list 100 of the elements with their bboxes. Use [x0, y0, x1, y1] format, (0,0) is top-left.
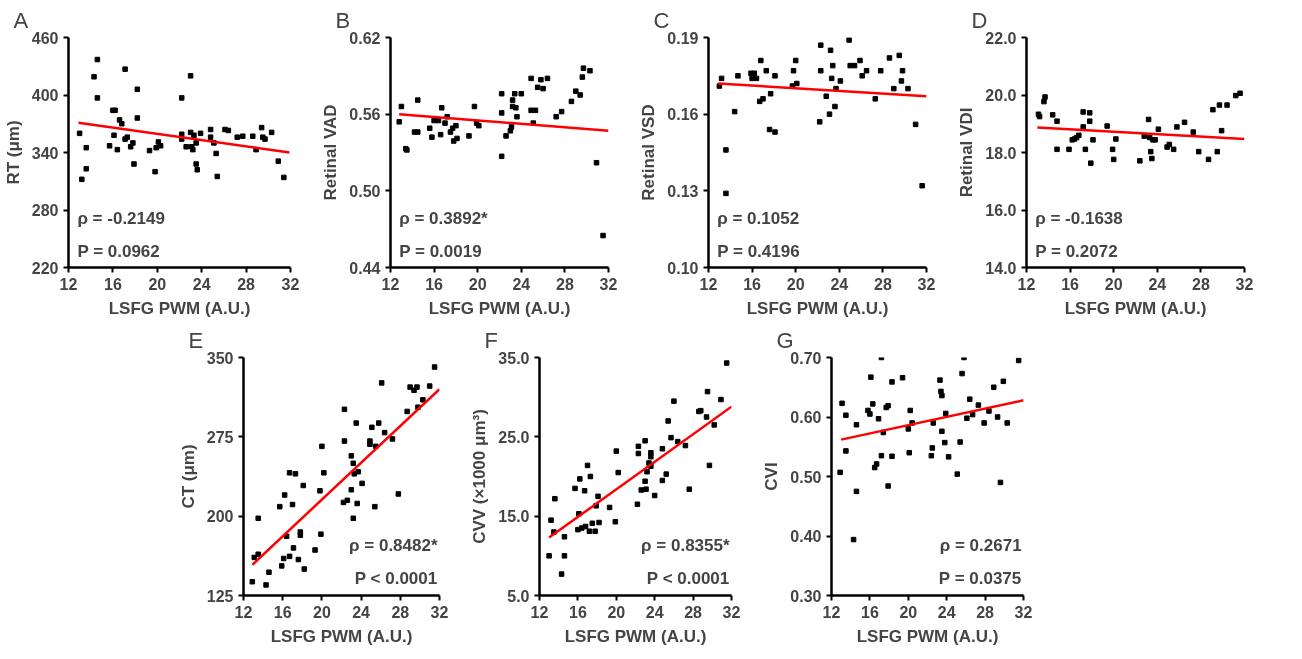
annotation: ρ = 0.1052	[717, 209, 800, 229]
x-axis-title: LSFG PWM (A.U.)	[746, 298, 889, 318]
x-tick-label: 16	[1061, 275, 1080, 293]
y-tick-label: 200	[206, 508, 234, 526]
y-tick-label: 18.0	[985, 144, 1017, 162]
x-tick-label: 12	[530, 603, 549, 621]
y-tick-label: 0.40	[790, 528, 822, 545]
x-axis-title: LSFG PWM (A.U.)	[108, 298, 251, 318]
y-tick-label: 0.44	[349, 259, 381, 277]
y-axis-title: Retinal VSD	[639, 104, 659, 201]
y-tick-label: 25.0	[498, 428, 530, 446]
annotation: ρ = -0.1638	[1035, 209, 1123, 229]
y-tick-label: 0.10	[667, 259, 699, 277]
chart-title: C	[653, 7, 670, 33]
annotation: P = 0.0375	[938, 569, 1022, 589]
x-tick-label: 28	[556, 275, 574, 293]
y-axis-title: CT (μm)	[178, 444, 198, 509]
chart-title: B	[335, 7, 351, 33]
y-tick-label: 16.0	[985, 202, 1017, 219]
y-tick-label: 35.0	[498, 349, 530, 367]
x-tick-label: 12	[699, 275, 718, 293]
x-tick-label: 24	[937, 603, 956, 621]
x-tick-label: 20	[607, 603, 626, 621]
y-axis-title: RT (μm)	[3, 120, 23, 185]
x-tick-label: 20	[148, 275, 167, 293]
x-tick-label: 16	[104, 275, 122, 293]
x-tick-label: 32	[917, 275, 936, 293]
annotation: ρ = -0.2149	[77, 209, 165, 229]
x-tick-label: 16	[861, 603, 879, 621]
y-axis-title: Retinal VDI	[957, 107, 977, 198]
x-tick-label: 12	[822, 603, 841, 621]
annotation: ρ = 0.8355*	[641, 536, 730, 556]
x-tick-label: 24	[352, 603, 371, 621]
y-tick-label: 275	[206, 428, 234, 446]
x-tick-label: 20	[468, 275, 487, 293]
x-axis-title: LSFG PWM (A.U.)	[270, 626, 413, 646]
x-tick-label: 32	[722, 603, 741, 621]
y-tick-label: 14.0	[985, 259, 1017, 277]
chart-title: E	[188, 327, 204, 353]
annotation: P = 0.0019	[399, 241, 482, 261]
y-tick-label: 5.0	[507, 587, 530, 605]
y-tick-label: 460	[31, 29, 59, 47]
y-axis-title: CVV (×1000 μm³)	[470, 409, 490, 544]
y-tick-label: 0.62	[349, 29, 381, 47]
x-tick-label: 16	[425, 275, 444, 293]
y-tick-label: 0.60	[790, 409, 822, 426]
y-tick-label: 125	[206, 587, 234, 605]
x-tick-label: 20	[786, 275, 805, 293]
x-axis-title: LSFG PWM (A.U.)	[564, 626, 707, 646]
x-tick-label: 32	[599, 275, 618, 293]
x-tick-label: 16	[743, 275, 762, 293]
annotation: ρ = 0.3892*	[399, 209, 489, 229]
annotation: ρ = 0.8482*	[349, 536, 438, 556]
x-tick-label: 24	[645, 603, 664, 621]
x-tick-label: 32	[1014, 603, 1033, 621]
x-tick-label: 12	[59, 275, 78, 293]
x-tick-label: 28	[874, 275, 892, 293]
x-tick-label: 32	[430, 603, 449, 621]
y-tick-label: 15.0	[498, 508, 530, 526]
annotation: P = 0.0962	[77, 241, 160, 261]
x-tick-label: 32	[1235, 275, 1254, 293]
y-tick-label: 220	[31, 259, 59, 277]
y-tick-label: 0.19	[667, 29, 699, 47]
x-tick-label: 28	[684, 603, 703, 621]
x-tick-label: 28	[1192, 275, 1210, 293]
y-tick-label: 400	[31, 87, 59, 104]
x-tick-label: 28	[976, 603, 995, 621]
annotation: ρ = 0.2671	[939, 536, 1022, 556]
y-tick-label: 0.56	[349, 106, 381, 124]
chart-title: F	[484, 327, 498, 353]
y-tick-label: 0.16	[667, 106, 699, 124]
x-axis-title: LSFG PWM (A.U.)	[856, 626, 999, 646]
x-tick-label: 24	[1148, 275, 1167, 293]
x-tick-label: 12	[1017, 275, 1036, 293]
y-axis-title: CVI	[762, 462, 782, 491]
x-tick-label: 12	[234, 603, 253, 621]
x-tick-label: 16	[273, 603, 292, 621]
annotation: P = 0.4196	[717, 241, 800, 261]
y-tick-label: 340	[31, 144, 59, 162]
annotation: P = 0.2072	[1035, 241, 1118, 261]
annotation: P < 0.0001	[646, 569, 730, 589]
y-tick-label: 22.0	[985, 29, 1017, 47]
y-tick-label: 350	[206, 349, 234, 367]
x-axis-title: LSFG PWM (A.U.)	[1064, 298, 1207, 318]
annotation: P < 0.0001	[354, 569, 438, 589]
y-tick-label: 0.50	[790, 468, 822, 486]
y-tick-label: 20.0	[985, 87, 1017, 104]
y-tick-label: 0.50	[349, 182, 381, 200]
y-tick-label: 280	[31, 202, 59, 219]
chart-title: D	[971, 7, 988, 33]
x-tick-label: 28	[391, 603, 410, 621]
y-tick-label: 0.30	[790, 587, 822, 605]
x-tick-label: 20	[1104, 275, 1123, 293]
x-tick-label: 24	[192, 275, 211, 293]
x-tick-label: 32	[281, 275, 300, 293]
y-tick-label: 0.13	[667, 182, 699, 200]
x-tick-label: 20	[899, 603, 918, 621]
x-axis-title: LSFG PWM (A.U.)	[428, 298, 571, 318]
x-tick-label: 28	[237, 275, 256, 293]
x-tick-label: 20	[313, 603, 331, 621]
